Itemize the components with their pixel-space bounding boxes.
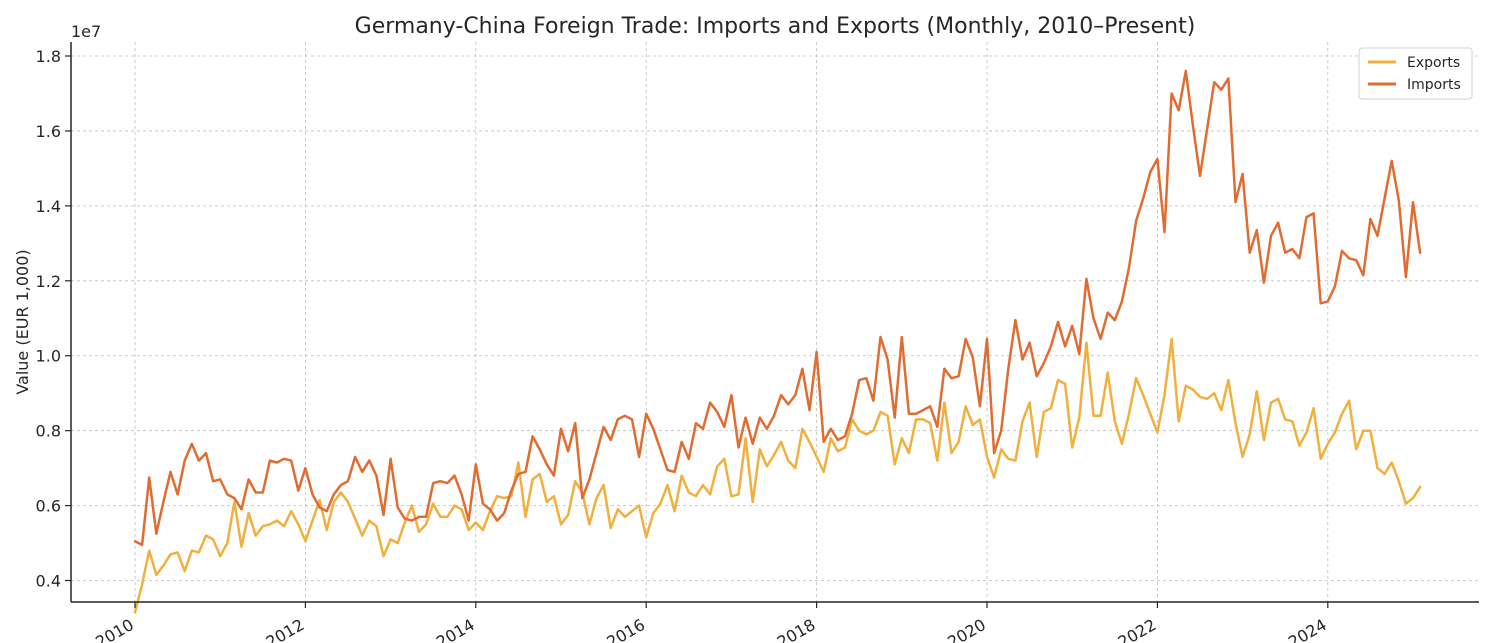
y-tick-label: 0.6	[36, 497, 61, 516]
grid	[71, 42, 1479, 602]
x-tick-label: 2010	[92, 615, 137, 643]
axes	[70, 42, 1479, 603]
y-tick-label: 1.2	[36, 272, 61, 291]
legend-label-imports: Imports	[1407, 77, 1461, 93]
y-tick-label: 1.4	[36, 197, 61, 216]
series-lines	[133, 69, 1422, 614]
x-tick-label: 2018	[774, 615, 819, 643]
series-line-exports	[133, 337, 1422, 614]
series-line-imports	[133, 69, 1422, 547]
y-tick-label: 1.6	[36, 122, 61, 141]
y-tick-label: 1.0	[36, 347, 61, 366]
chart-title: Germany-China Foreign Trade: Imports and…	[355, 14, 1196, 39]
legend-label-exports: Exports	[1407, 55, 1460, 71]
x-tick-label: 2012	[263, 615, 308, 643]
y-tick-label: 0.8	[36, 422, 61, 441]
y-tick-label: 1.8	[36, 47, 61, 66]
legend: Exports Imports	[1358, 47, 1473, 100]
x-ticks: 2010 2012 2014 2016 2018 2020 2022 2024	[92, 602, 1330, 643]
y-axis-label: Value (EUR 1,000)	[13, 249, 32, 394]
y-axis-offset-label: 1e7	[71, 22, 101, 41]
y-ticks: 0.4 0.6 0.8 1.0 1.2 1.4 1.6 1.8	[36, 47, 71, 591]
x-tick-label: 2024	[1285, 615, 1330, 643]
x-tick-label: 2016	[603, 615, 648, 643]
x-tick-label: 2020	[944, 615, 989, 643]
y-tick-label: 0.4	[36, 572, 61, 591]
x-tick-label: 2022	[1115, 615, 1160, 643]
x-tick-label: 2014	[433, 615, 478, 643]
